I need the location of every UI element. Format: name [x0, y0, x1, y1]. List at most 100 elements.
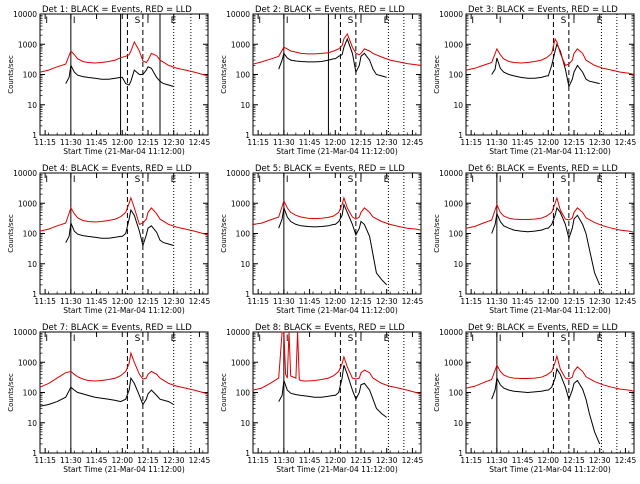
plot-frame [465, 13, 635, 136]
x-tick-label: 12:00 [111, 456, 133, 465]
x-tick-label: 12:45 [615, 297, 637, 306]
panel-title: Det 6: BLACK = Events, RED = LLD [468, 164, 618, 174]
panel-det-4: Det 4: BLACK = Events, RED = LLD 1 10 100 10… [7, 164, 210, 315]
interval-marker-label: S [135, 175, 141, 185]
interval-marker-label: I [499, 16, 502, 26]
y-tick-label: 1000 [444, 358, 463, 367]
x-axis-label: Start Time (21-Mar-04 11:12:00) [63, 465, 185, 474]
y-tick-label: 10 [240, 101, 250, 110]
y-tick-label: 10 [240, 419, 250, 428]
series-lld-line [39, 351, 209, 395]
interval-marker-label: I [573, 334, 576, 344]
y-tick-label: 10000 [226, 328, 250, 337]
interval-marker-label: I [499, 334, 502, 344]
x-tick-label: 12:30 [163, 297, 185, 306]
y-axis-label: Counts/sec [433, 214, 441, 253]
interval-marker-label: I [45, 175, 48, 185]
y-tick-label: 1000 [231, 199, 250, 208]
y-tick-label: 10000 [226, 169, 250, 178]
panel-det-1: Det 1: BLACK = Events, RED = LLD 1 10 100 10… [7, 5, 210, 156]
interval-marker-label: S [561, 334, 567, 344]
interval-marker-label: I [147, 334, 150, 344]
y-tick-label: 10000 [439, 328, 463, 337]
y-tick-label: 10 [27, 419, 37, 428]
panel-det-9: Det 9: BLACK = Events, RED = LLD 1 10 100 10… [433, 323, 636, 474]
x-tick-label: 11:15 [34, 297, 56, 306]
y-tick-label: 1 [32, 131, 37, 140]
x-tick-label: 11:30 [486, 456, 508, 465]
x-tick-label: 11:45 [299, 138, 321, 147]
interval-marker-label: I [73, 175, 76, 185]
x-tick-label: 12:45 [402, 138, 424, 147]
plot-frame [39, 331, 209, 454]
y-axis-label: Counts/sec [7, 373, 15, 412]
y-tick-label: 1000 [18, 40, 37, 49]
interval-marker-label: E [384, 175, 390, 185]
y-tick-label: 100 [449, 71, 464, 80]
y-tick-label: 100 [23, 71, 38, 80]
x-tick-label: 12:15 [137, 138, 159, 147]
y-tick-label: 1000 [18, 358, 37, 367]
x-axis-label: Start Time (21-Mar-04 11:12:00) [489, 147, 611, 156]
x-tick-label: 11:30 [486, 138, 508, 147]
x-axis-label: Start Time (21-Mar-04 11:12:00) [63, 306, 185, 315]
y-tick-label: 100 [236, 230, 251, 239]
x-tick-label: 12:30 [163, 138, 185, 147]
interval-marker-label: E [597, 175, 603, 185]
y-axis-label: Counts/sec [433, 55, 441, 94]
interval-marker-label: I [258, 16, 261, 26]
panel-det-2: Det 2: BLACK = Events, RED = LLD 1 10 100 10… [220, 5, 423, 156]
series-events-line [65, 208, 174, 248]
y-tick-label: 100 [449, 230, 464, 239]
y-tick-label: 10 [27, 260, 37, 269]
panel-det-5: Det 5: BLACK = Events, RED = LLD 1 10 100 10… [220, 164, 423, 315]
y-tick-label: 1 [245, 449, 250, 458]
x-tick-label: 11:45 [512, 297, 534, 306]
series-events-line [491, 367, 601, 445]
y-tick-label: 10000 [13, 10, 37, 19]
x-tick-label: 11:15 [34, 456, 56, 465]
y-tick-label: 1000 [18, 199, 37, 208]
series-lld-line [39, 40, 209, 77]
x-tick-label: 12:00 [324, 456, 346, 465]
y-tick-label: 10000 [439, 169, 463, 178]
x-tick-label: 11:15 [247, 138, 269, 147]
y-axis-label: Counts/sec [220, 373, 228, 412]
x-tick-label: 12:15 [350, 456, 372, 465]
y-axis-label: Counts/sec [220, 214, 228, 253]
x-tick-label: 11:30 [60, 138, 82, 147]
x-tick-label: 12:15 [563, 456, 585, 465]
interval-marker-label: S [348, 16, 354, 26]
interval-marker-label: I [471, 16, 474, 26]
panel-det-7: Det 7: BLACK = Events, RED = LLD 1 10 100 10… [7, 323, 210, 474]
y-tick-label: 1000 [231, 358, 250, 367]
series-events-line [278, 202, 388, 286]
interval-marker-label: I [573, 175, 576, 185]
series-events-line [65, 63, 174, 87]
x-tick-label: 12:30 [163, 456, 185, 465]
y-tick-label: 10 [240, 260, 250, 269]
x-tick-label: 12:15 [350, 297, 372, 306]
x-tick-label: 12:15 [563, 138, 585, 147]
y-tick-label: 100 [236, 389, 251, 398]
interval-marker-label: I [73, 334, 76, 344]
panel-title: Det 3: BLACK = Events, RED = LLD [468, 5, 618, 15]
interval-marker-label: I [258, 334, 261, 344]
x-tick-label: 12:45 [615, 456, 637, 465]
interval-marker-label: E [171, 334, 177, 344]
y-tick-label: 10000 [226, 10, 250, 19]
interval-marker-label: I [147, 16, 150, 26]
series-lld-line [252, 331, 422, 395]
x-tick-label: 12:30 [376, 456, 398, 465]
interval-marker-label: E [384, 16, 390, 26]
panel-det-3: Det 3: BLACK = Events, RED = LLD 1 10 100 10… [433, 5, 636, 156]
x-tick-label: 12:15 [350, 138, 372, 147]
y-tick-label: 10 [453, 260, 463, 269]
series-lld-line [465, 196, 635, 233]
x-tick-label: 11:15 [34, 138, 56, 147]
interval-marker-label: I [471, 175, 474, 185]
x-tick-label: 12:45 [189, 138, 211, 147]
x-tick-label: 12:00 [537, 456, 559, 465]
plot-frame [252, 172, 422, 295]
interval-marker-label: I [73, 16, 76, 26]
